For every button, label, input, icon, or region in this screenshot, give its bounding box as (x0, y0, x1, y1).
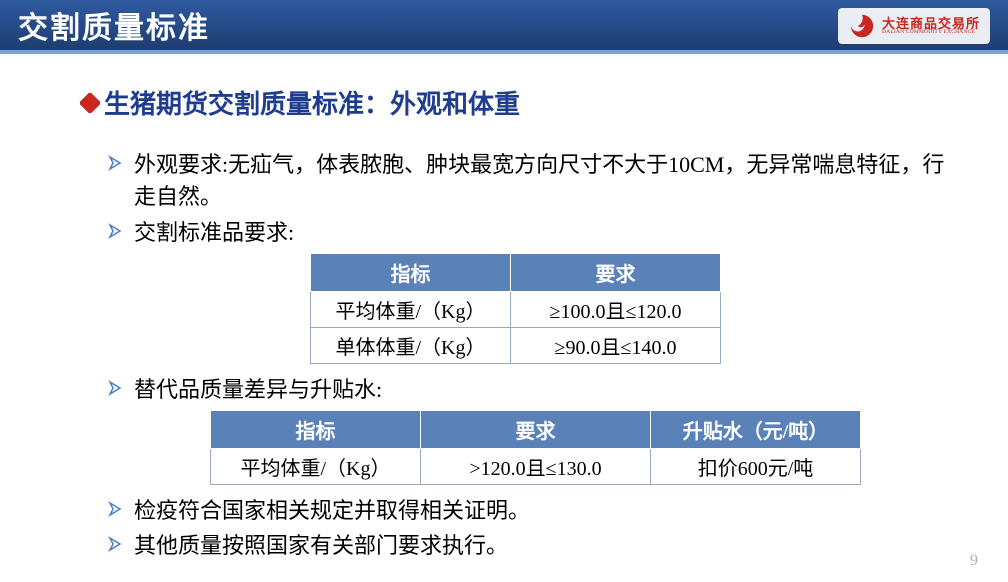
table-cell: 扣价600元/吨 (651, 448, 861, 484)
table-row: 平均体重/（Kg） >120.0且≤130.0 扣价600元/吨 (211, 448, 861, 484)
substitute-table: 指标 要求 升贴水（元/吨） 平均体重/（Kg） >120.0且≤130.0 扣… (210, 410, 861, 485)
content-area: 生猪期货交割质量标准：外观和体重 外观要求:无疝气，体表脓胞、肿块最宽方向尺寸不… (0, 54, 1008, 562)
table-cell: ≥100.0且≤120.0 (511, 291, 721, 327)
table-cell: 平均体重/（Kg） (211, 448, 421, 484)
table-header: 要求 (421, 410, 651, 448)
list-item: 检疫符合国家相关规定并取得相关证明。 (80, 495, 948, 527)
subtitle-text: 生猪期货交割质量标准：外观和体重 (104, 84, 520, 121)
arrow-icon (108, 155, 124, 171)
table2-wrap: 指标 要求 升贴水（元/吨） 平均体重/（Kg） >120.0且≤130.0 扣… (80, 410, 948, 485)
logo-cn: 大连商品交易所 (882, 17, 980, 30)
table-header: 要求 (511, 253, 721, 291)
bullet-list: 外观要求:无疝气，体表脓胞、肿块最宽方向尺寸不大于10CM，无异常喘息特征，行走… (80, 149, 948, 249)
arrow-icon (108, 501, 124, 517)
list-item: 替代品质量差异与升贴水: (80, 374, 948, 406)
page-title: 交割质量标准 (0, 3, 210, 47)
subtitle-row: 生猪期货交割质量标准：外观和体重 (80, 84, 948, 121)
bullet-list: 替代品质量差异与升贴水: (80, 374, 948, 406)
bullet-text: 外观要求:无疝气，体表脓胞、肿块最宽方向尺寸不大于10CM，无异常喘息特征，行走… (134, 149, 948, 213)
table-cell: >120.0且≤130.0 (421, 448, 651, 484)
logo-en: DALIAN COMMODITY EXCHANGE (882, 30, 980, 36)
swirl-icon (848, 12, 876, 40)
header-bar: 交割质量标准 大连商品交易所 DALIAN COMMODITY EXCHANGE (0, 0, 1008, 54)
table-cell: 平均体重/（Kg） (311, 291, 511, 327)
table-row: 平均体重/（Kg） ≥100.0且≤120.0 (311, 291, 721, 327)
page-number: 9 (970, 552, 978, 570)
table-header: 升贴水（元/吨） (651, 410, 861, 448)
logo-text: 大连商品交易所 DALIAN COMMODITY EXCHANGE (882, 17, 980, 36)
table-row: 单体体重/（Kg） ≥90.0且≤140.0 (311, 327, 721, 363)
list-item: 交割标准品要求: (80, 217, 948, 249)
arrow-icon (108, 380, 124, 396)
arrow-icon (108, 536, 124, 552)
list-item: 其他质量按照国家有关部门要求执行。 (80, 530, 948, 562)
arrow-icon (108, 223, 124, 239)
table-header: 指标 (311, 253, 511, 291)
exchange-logo: 大连商品交易所 DALIAN COMMODITY EXCHANGE (838, 8, 990, 44)
bullet-text: 其他质量按照国家有关部门要求执行。 (134, 530, 508, 562)
table-header: 指标 (211, 410, 421, 448)
bullet-text: 交割标准品要求: (134, 217, 294, 249)
table-header-row: 指标 要求 升贴水（元/吨） (211, 410, 861, 448)
table-cell: ≥90.0且≤140.0 (511, 327, 721, 363)
table-cell: 单体体重/（Kg） (311, 327, 511, 363)
bullet-text: 检疫符合国家相关规定并取得相关证明。 (134, 495, 530, 527)
diamond-icon (80, 93, 100, 113)
standard-table: 指标 要求 平均体重/（Kg） ≥100.0且≤120.0 单体体重/（Kg） … (310, 253, 721, 364)
bullet-list: 检疫符合国家相关规定并取得相关证明。 其他质量按照国家有关部门要求执行。 (80, 495, 948, 563)
bullet-text: 替代品质量差异与升贴水: (134, 374, 382, 406)
table1-wrap: 指标 要求 平均体重/（Kg） ≥100.0且≤120.0 单体体重/（Kg） … (80, 253, 948, 364)
list-item: 外观要求:无疝气，体表脓胞、肿块最宽方向尺寸不大于10CM，无异常喘息特征，行走… (80, 149, 948, 213)
table-header-row: 指标 要求 (311, 253, 721, 291)
